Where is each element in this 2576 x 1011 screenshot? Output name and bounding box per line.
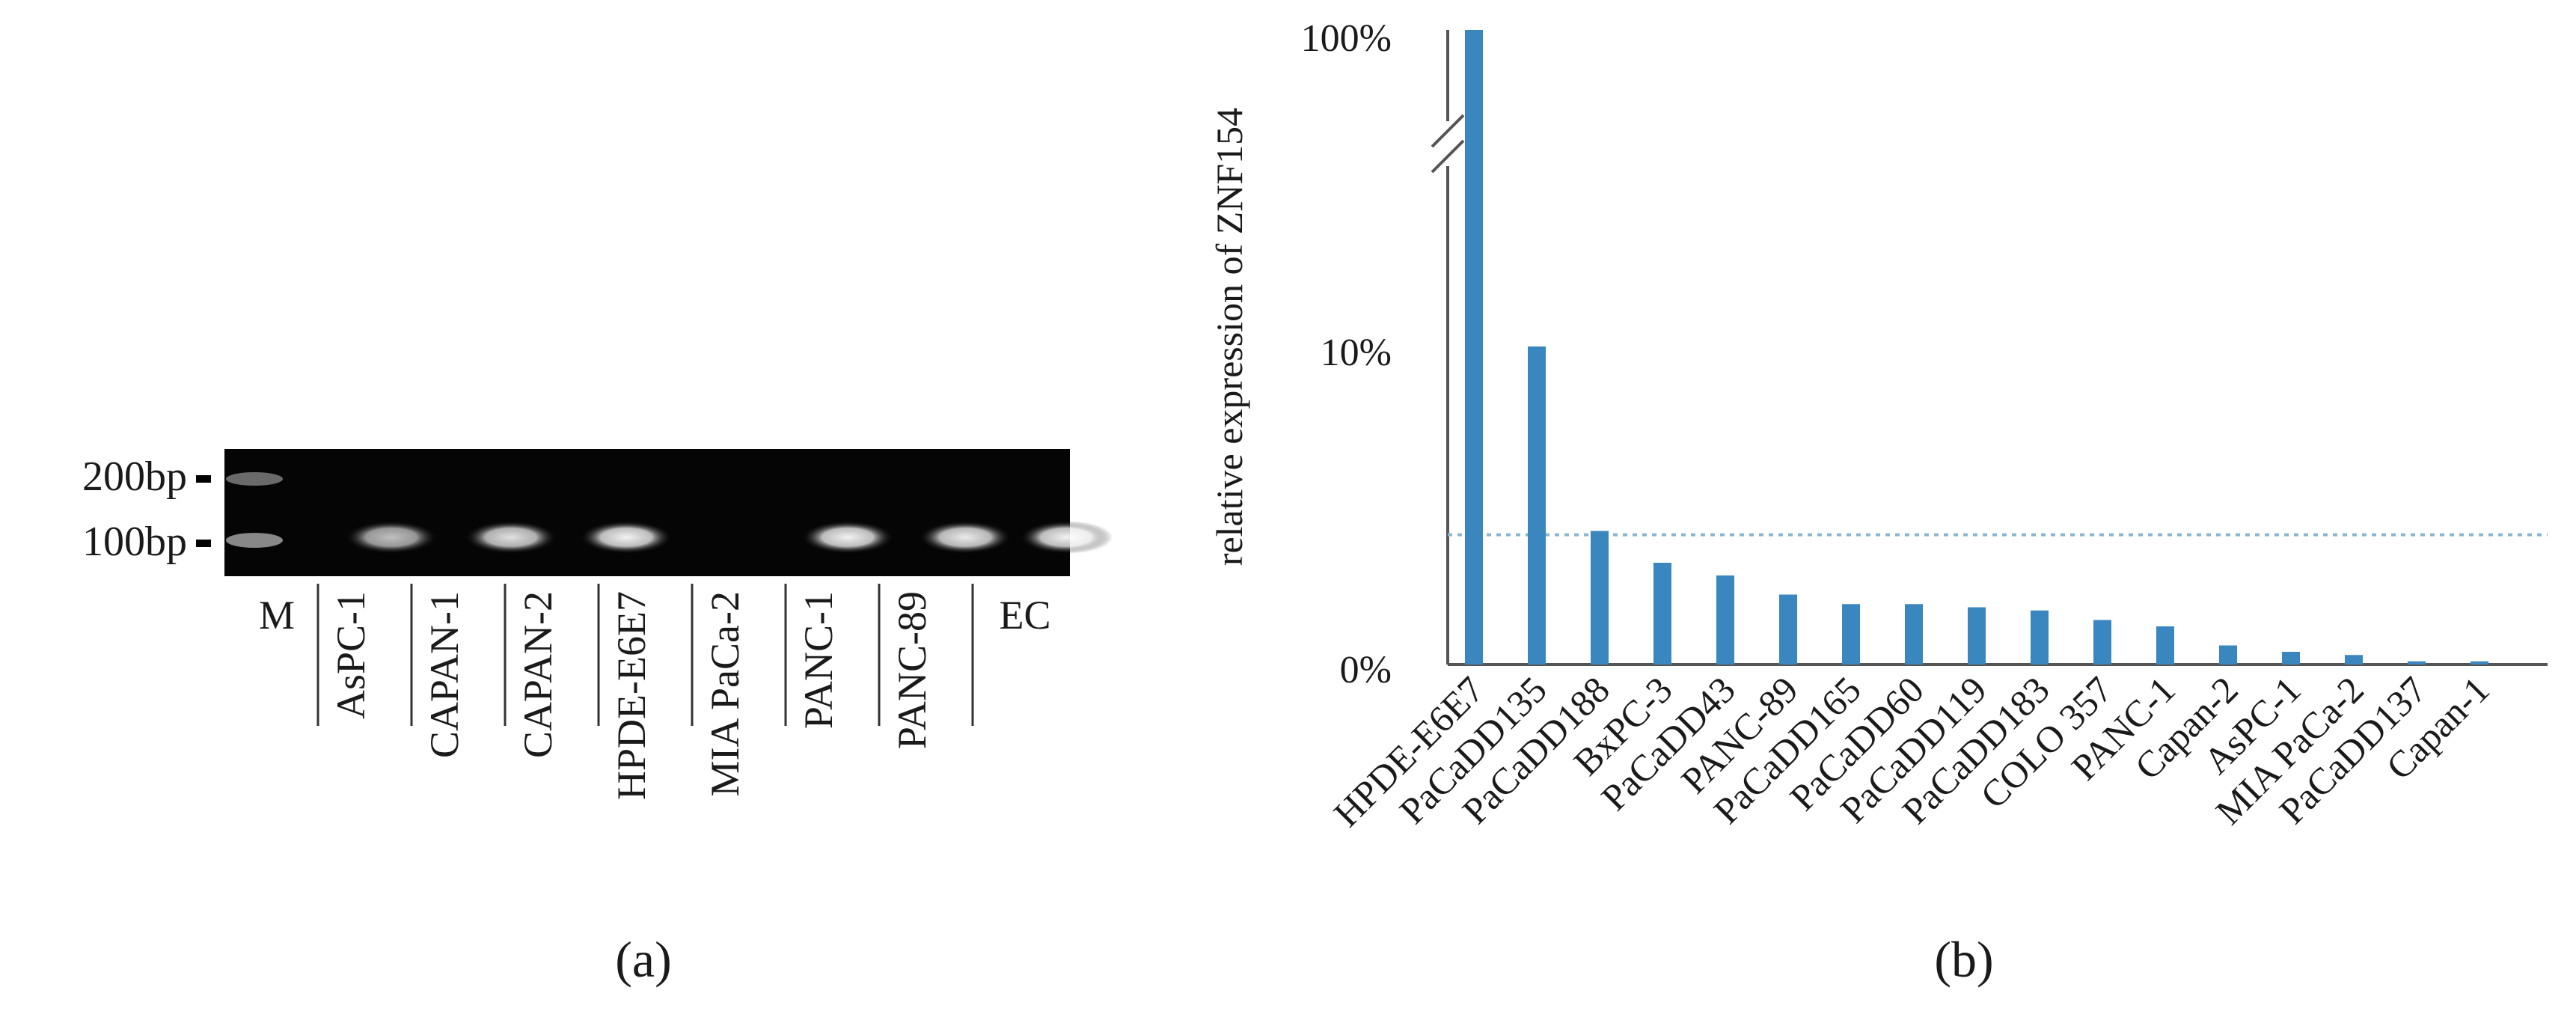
- bar: [1842, 604, 1860, 665]
- x-tick-labels: HPDE-E6E7PaCaDD135PaCaDD188BxPC-3PaCaDD4…: [1326, 668, 2497, 834]
- lane-label: HPDE-E6E7: [609, 591, 654, 800]
- gel-lane-labels: M AsPC-1 CAPAN-1 CAPAN-2 HPDE-E6E7 MIA PaCa-2…: [259, 584, 1051, 800]
- bar: [2408, 661, 2426, 665]
- lane-label: AsPC-1: [328, 591, 373, 719]
- gel-band: [1020, 521, 1113, 554]
- gel-bands: [226, 472, 1113, 554]
- bar: [2156, 626, 2174, 665]
- lane-label: PANC-1: [796, 591, 841, 729]
- marker-label-100: 100bp: [82, 519, 187, 565]
- gel-band: [580, 521, 673, 554]
- marker-label-200: 200bp: [82, 453, 187, 500]
- gel-image: [224, 449, 1070, 576]
- axis-break-mark-2: [1431, 139, 1465, 174]
- bar: [1905, 604, 1923, 665]
- lane-label: EC: [999, 593, 1050, 638]
- y-axis-label: relative expression of ZNF154: [1208, 108, 1250, 566]
- panel-b-label: (b): [1934, 931, 1993, 988]
- bar: [2219, 645, 2237, 665]
- bar: [2093, 620, 2111, 665]
- lane-label: M: [259, 593, 295, 638]
- gel-band: [345, 521, 438, 554]
- bar-chart-panel: relative expression of ZNF154 100% 10% 0…: [1208, 17, 2548, 988]
- lane-label: CAPAN-2: [515, 591, 560, 758]
- axis-break-mark-1: [1431, 114, 1465, 148]
- bar: [1465, 30, 1483, 665]
- bar: [2282, 652, 2300, 665]
- bar: [1591, 531, 1609, 665]
- bar: [1716, 575, 1734, 665]
- gel-band-marker-100: [226, 533, 283, 548]
- bar: [2345, 655, 2363, 665]
- gel-panel: 200bp 100bp M AsPC-1 CAPAN-1 CAPAN-2 HPDE-E6…: [82, 449, 1113, 988]
- panel-a-label: (a): [615, 931, 671, 988]
- bar: [1968, 607, 1986, 665]
- bar: [1779, 594, 1797, 665]
- y-tick-10: 10%: [1321, 332, 1392, 374]
- lane-label: PANC-89: [890, 591, 934, 749]
- bar: [1653, 563, 1671, 665]
- bar: [2031, 610, 2049, 665]
- y-tick-100: 100%: [1301, 17, 1392, 60]
- bars: [1465, 30, 2488, 665]
- y-tick-0: 0%: [1340, 649, 1392, 691]
- gel-band-marker-200: [226, 472, 283, 486]
- gel-band: [465, 521, 557, 554]
- lane-label: CAPAN-1: [422, 591, 467, 758]
- lane-label: MIA PaCa-2: [703, 591, 747, 796]
- bar: [1528, 346, 1546, 665]
- gel-band: [801, 521, 894, 554]
- bar: [2471, 661, 2488, 665]
- gel-band: [919, 521, 1012, 554]
